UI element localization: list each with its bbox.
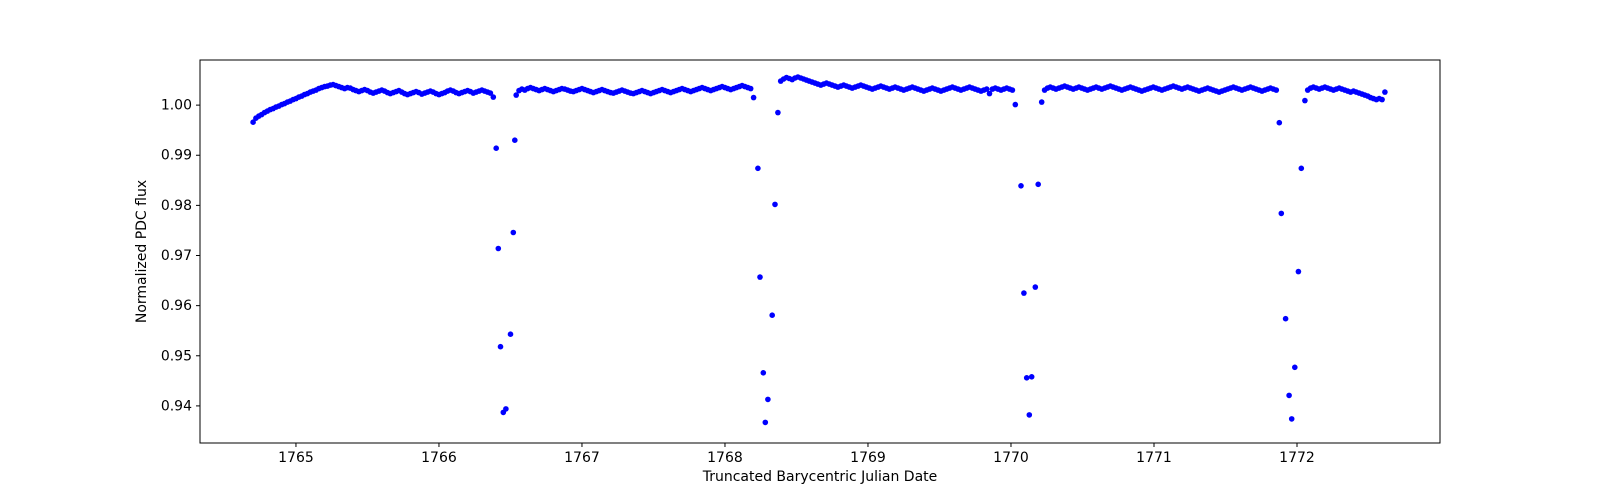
- axes-frame: [199, 59, 1441, 444]
- y-tick-label: 0.98: [161, 198, 192, 214]
- data-point: [1009, 87, 1016, 93]
- y-axis-label: Normalized PDC flux: [134, 180, 150, 323]
- x-tick-label: 1772: [1279, 450, 1315, 466]
- data-point: [495, 245, 502, 252]
- data-point: [983, 86, 990, 92]
- data-point: [760, 370, 767, 376]
- data-point: [1032, 284, 1039, 290]
- data-point: [1382, 89, 1388, 95]
- data-point: [493, 145, 500, 151]
- data-point: [986, 90, 993, 97]
- data-point: [1273, 87, 1280, 93]
- data-point: [1028, 374, 1035, 380]
- x-tick-label: 1766: [421, 450, 457, 466]
- data-point: [757, 274, 763, 280]
- data-point: [497, 343, 504, 350]
- data-point: [1302, 97, 1308, 104]
- data-point: [513, 92, 519, 98]
- x-tick-label: 1768: [707, 450, 743, 466]
- x-axis-label: Truncated Barycentric Julian Date: [702, 469, 938, 485]
- y-tick-label: 1.00: [161, 98, 192, 114]
- x-tick-label: 1771: [1136, 450, 1172, 466]
- y-tick-label: 0.97: [161, 248, 192, 264]
- data-point: [1282, 315, 1289, 322]
- y-tick-label: 0.96: [161, 298, 192, 314]
- y-tick-label: 0.99: [161, 148, 192, 164]
- y-axis-ticks: 1.00 0.99 0.98 0.97 0.96 0.95 0.94: [161, 98, 200, 414]
- data-point: [490, 94, 497, 100]
- data-point: [755, 165, 761, 172]
- data-point: [1286, 392, 1292, 399]
- data-point: [765, 396, 771, 403]
- x-tick-label: 1770: [993, 450, 1029, 466]
- data-point: [1295, 268, 1302, 275]
- data-point: [487, 90, 494, 96]
- data-point: [1298, 165, 1305, 172]
- data-point: [1288, 416, 1295, 422]
- data-point: [512, 137, 518, 143]
- data-point: [775, 109, 781, 116]
- data-point: [1026, 412, 1033, 418]
- data-point: [1292, 364, 1298, 371]
- data-point: [750, 94, 757, 101]
- data-point: [1021, 290, 1027, 296]
- data-point: [1038, 99, 1045, 105]
- data-point: [507, 331, 514, 338]
- data-point: [772, 201, 778, 208]
- x-axis-ticks: 1765 1766 1767 1768 1769 1770 1771 1772: [278, 443, 1315, 466]
- y-tick-label: 0.95: [161, 348, 192, 364]
- data-point: [510, 229, 517, 236]
- data-point: [1276, 119, 1283, 126]
- data-point: [769, 312, 775, 319]
- y-tick-label: 0.94: [161, 398, 192, 414]
- x-tick-label: 1765: [278, 450, 314, 466]
- data-point: [1278, 210, 1285, 217]
- data-point: [1023, 375, 1030, 381]
- data-point: [1018, 183, 1024, 189]
- data-point: [1035, 181, 1041, 188]
- scatter-points: [250, 74, 1388, 426]
- data-point: [250, 119, 256, 125]
- data-point: [1012, 101, 1019, 108]
- data-point: [747, 85, 754, 92]
- data-point: [503, 406, 509, 412]
- x-tick-label: 1769: [850, 450, 886, 466]
- data-point: [762, 419, 769, 426]
- x-tick-label: 1767: [564, 450, 600, 466]
- data-point: [1379, 96, 1385, 103]
